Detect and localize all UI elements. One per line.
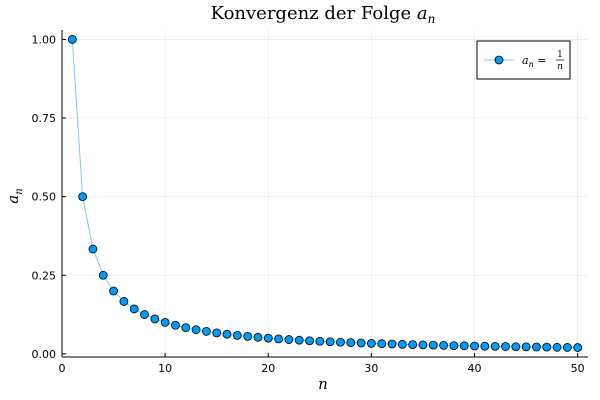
x-tick-labels: 0 10 20 30 40 50 — [59, 362, 585, 375]
svg-text:an: an — [4, 188, 25, 203]
data-point — [377, 339, 387, 349]
data-point — [408, 340, 418, 350]
data-point — [346, 338, 356, 348]
legend-marker-swatch — [494, 55, 504, 65]
data-point — [490, 341, 500, 351]
y-tick-label: 0.25 — [32, 269, 57, 282]
x-tick-label: 50 — [571, 362, 585, 375]
grid-lines — [61, 30, 588, 357]
y-tick-label: 0.00 — [32, 348, 57, 361]
x-tick-label: 20 — [261, 362, 275, 375]
x-tick-label: 0 — [59, 362, 66, 375]
data-point — [325, 337, 335, 347]
data-point — [336, 337, 345, 347]
data-point — [160, 318, 170, 327]
data-point — [294, 335, 304, 345]
data-point — [253, 332, 263, 342]
data-point — [140, 310, 149, 319]
data-point — [397, 339, 407, 349]
data-point — [562, 343, 572, 352]
axes — [61, 30, 588, 358]
chart-title: Konvergenz der Folge an — [211, 3, 436, 26]
x-axis-label: n — [318, 375, 328, 393]
x-tick-label: 40 — [468, 362, 482, 375]
data-point — [449, 341, 459, 350]
x-tick-label: 30 — [364, 362, 378, 375]
y-tick-label: 0.50 — [32, 191, 57, 204]
data-point — [305, 336, 314, 346]
data-point — [129, 304, 139, 314]
data-point — [480, 341, 490, 351]
data-point — [191, 325, 201, 335]
data-point — [67, 35, 77, 44]
data-point — [387, 339, 397, 349]
data-point — [521, 342, 531, 352]
data-point — [274, 334, 283, 344]
data-point — [150, 314, 160, 324]
data-point — [78, 192, 88, 202]
data-point — [181, 323, 191, 333]
legend-fraction-denominator: n — [557, 62, 563, 72]
data-point — [222, 329, 232, 339]
data-point — [232, 330, 242, 340]
data-point — [552, 342, 562, 352]
data-point — [356, 338, 366, 348]
data-point — [459, 341, 469, 351]
y-tick-label: 1.00 — [32, 33, 57, 46]
data-point — [532, 342, 541, 352]
data-point — [263, 333, 273, 343]
legend-label-lhs: an = — [522, 54, 546, 69]
data-point — [542, 342, 552, 352]
data-point — [98, 270, 108, 280]
y-axis-label: an — [4, 188, 25, 203]
data-point — [315, 336, 325, 346]
data-point — [439, 340, 449, 350]
data-point — [109, 286, 118, 296]
data-point — [501, 342, 510, 351]
data-point — [511, 342, 521, 352]
data-point — [367, 338, 376, 348]
data-point — [119, 297, 129, 306]
x-tick-label: 10 — [158, 362, 172, 375]
series-a-n — [67, 35, 583, 352]
data-point — [212, 328, 222, 338]
data-point — [201, 327, 211, 336]
data-point — [284, 335, 294, 344]
legend: an = 1 n — [476, 40, 571, 80]
data-point — [428, 340, 438, 350]
data-point — [573, 343, 583, 352]
data-point — [470, 341, 479, 351]
data-point — [171, 320, 180, 330]
data-point — [88, 244, 98, 254]
y-tick-labels: 0.00 0.25 0.50 0.75 1.00 — [32, 33, 57, 360]
data-point — [418, 340, 428, 350]
data-point — [243, 331, 253, 341]
legend-fraction-numerator: 1 — [557, 50, 563, 60]
y-tick-label: 0.75 — [32, 112, 57, 125]
